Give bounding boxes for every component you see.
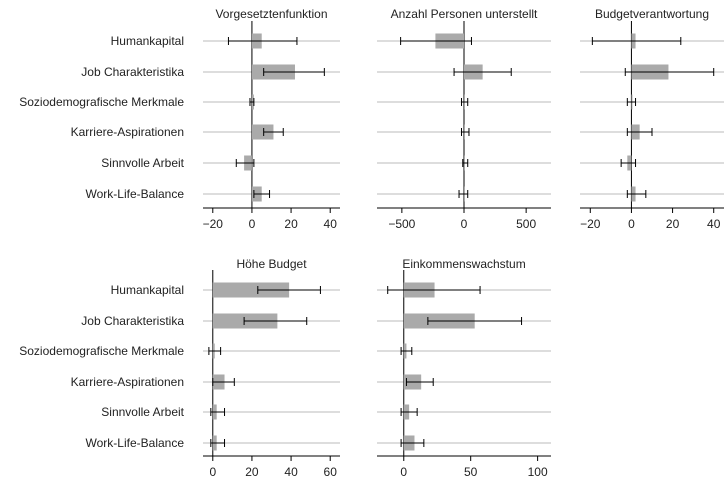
category-label-humankapital: Humankapital xyxy=(111,34,184,48)
panel-title: Vorgesetztenfunktion xyxy=(215,7,327,21)
category-labels-bottom: Humankapital Job Charakteristika Soziodemo… xyxy=(19,283,184,450)
category-label-sinnvolle-arbeit: Sinnvolle Arbeit xyxy=(101,156,184,170)
error-bar-job-charakteristika xyxy=(453,68,512,76)
x-tick-label: 0 xyxy=(461,217,468,231)
bar-humankapital xyxy=(212,282,290,298)
error-bar-humankapital xyxy=(227,37,298,45)
x-tick-label: 20 xyxy=(284,217,298,231)
error-bar-sinnvolle-arbeit xyxy=(462,159,469,167)
x-tick-label: 50 xyxy=(464,465,478,479)
x-tick-label: 500 xyxy=(516,217,536,231)
category-label-job-charakteristika: Job Charakteristika xyxy=(81,65,184,79)
panel-title: Anzahl Personen unterstellt xyxy=(391,7,538,21)
x-tick-label: 60 xyxy=(324,465,338,479)
x-tick-label: 0 xyxy=(628,217,635,231)
x-tick-label: −20 xyxy=(580,217,601,231)
x-tick-label: 20 xyxy=(666,217,680,231)
x-tick-label: 40 xyxy=(284,465,298,479)
error-bar-job-charakteristika xyxy=(243,317,308,325)
x-tick-label: 0 xyxy=(400,465,407,479)
error-bar-humankapital xyxy=(591,37,682,45)
error-bar-karriere-aspirationen xyxy=(405,378,434,386)
error-bar-soziodemografische-merkmale xyxy=(208,347,222,355)
error-bar-humankapital xyxy=(387,286,481,294)
panel-einkommenswachstum: 0 50 100 Einkommenswachstum xyxy=(377,257,551,479)
category-label-soziodemografische-merkmale: Soziodemografische Merkmale xyxy=(19,344,184,358)
x-tick-label: 20 xyxy=(245,465,259,479)
error-bar-sinnvolle-arbeit xyxy=(620,159,637,167)
error-bar-work-life-balance xyxy=(458,190,469,198)
category-label-humankapital: Humankapital xyxy=(111,283,184,297)
category-label-sinnvolle-arbeit: Sinnvolle Arbeit xyxy=(101,405,184,419)
x-tick-label: −20 xyxy=(203,217,224,231)
error-bar-soziodemografische-merkmale xyxy=(249,98,255,106)
x-tick-label: −500 xyxy=(388,217,415,231)
category-label-soziodemografische-merkmale: Soziodemografische Merkmale xyxy=(19,95,184,109)
panel-title: Einkommenswachstum xyxy=(402,257,525,271)
error-bar-work-life-balance xyxy=(626,190,647,198)
error-bar-karriere-aspirationen xyxy=(461,128,470,136)
error-bar-job-charakteristika xyxy=(427,317,523,325)
error-bar-karriere-aspirationen xyxy=(263,128,284,136)
panel-budgetverantwortung: −20 0 20 40 Budgetverantwortung xyxy=(580,7,724,231)
error-bar-soziodemografische-merkmale xyxy=(400,347,413,355)
error-bar-sinnvolle-arbeit xyxy=(400,408,418,416)
error-bar-karriere-aspirationen xyxy=(212,378,235,386)
panel-höhe-budget: 0 20 40 60 Höhe Budget xyxy=(203,257,340,479)
x-tick-label: 0 xyxy=(249,217,256,231)
category-label-karriere-aspirationen: Karriere-Aspirationen xyxy=(71,125,184,139)
error-bar-soziodemografische-merkmale xyxy=(626,98,637,106)
error-bar-work-life-balance xyxy=(400,439,425,447)
error-bar-work-life-balance xyxy=(253,190,271,198)
error-bar-job-charakteristika xyxy=(624,68,715,76)
error-bar-job-charakteristika xyxy=(263,68,325,76)
error-bar-humankapital xyxy=(257,286,321,294)
panel-anzahl-personen-unterstellt: −500 0 500 Anzahl Personen unterstellt xyxy=(377,7,551,231)
error-bar-sinnvolle-arbeit xyxy=(210,408,226,416)
bar-karriere-aspirationen xyxy=(251,124,274,140)
x-tick-label: 0 xyxy=(209,465,216,479)
category-label-job-charakteristika: Job Charakteristika xyxy=(81,314,184,328)
panel-vorgesetztenfunktion: −20 0 20 40 Vorgesetztenfunktion xyxy=(203,7,340,231)
category-label-karriere-aspirationen: Karriere-Aspirationen xyxy=(71,375,184,389)
error-bar-work-life-balance xyxy=(210,439,226,447)
error-bar-soziodemografische-merkmale xyxy=(461,98,469,106)
error-bar-sinnvolle-arbeit xyxy=(235,159,255,167)
panel-title: Budgetverantwortung xyxy=(595,7,709,21)
x-tick-label: 40 xyxy=(324,217,338,231)
x-tick-label: 100 xyxy=(528,465,548,479)
category-label-work-life-balance: Work-Life-Balance xyxy=(86,436,185,450)
category-label-work-life-balance: Work-Life-Balance xyxy=(86,187,185,201)
panel-title: Höhe Budget xyxy=(236,257,307,271)
error-bar-humankapital xyxy=(400,37,472,45)
error-bar-karriere-aspirationen xyxy=(626,128,653,136)
x-tick-label: 40 xyxy=(707,217,721,231)
category-labels-top: Humankapital Job Charakteristika Soziodemo… xyxy=(19,34,184,201)
